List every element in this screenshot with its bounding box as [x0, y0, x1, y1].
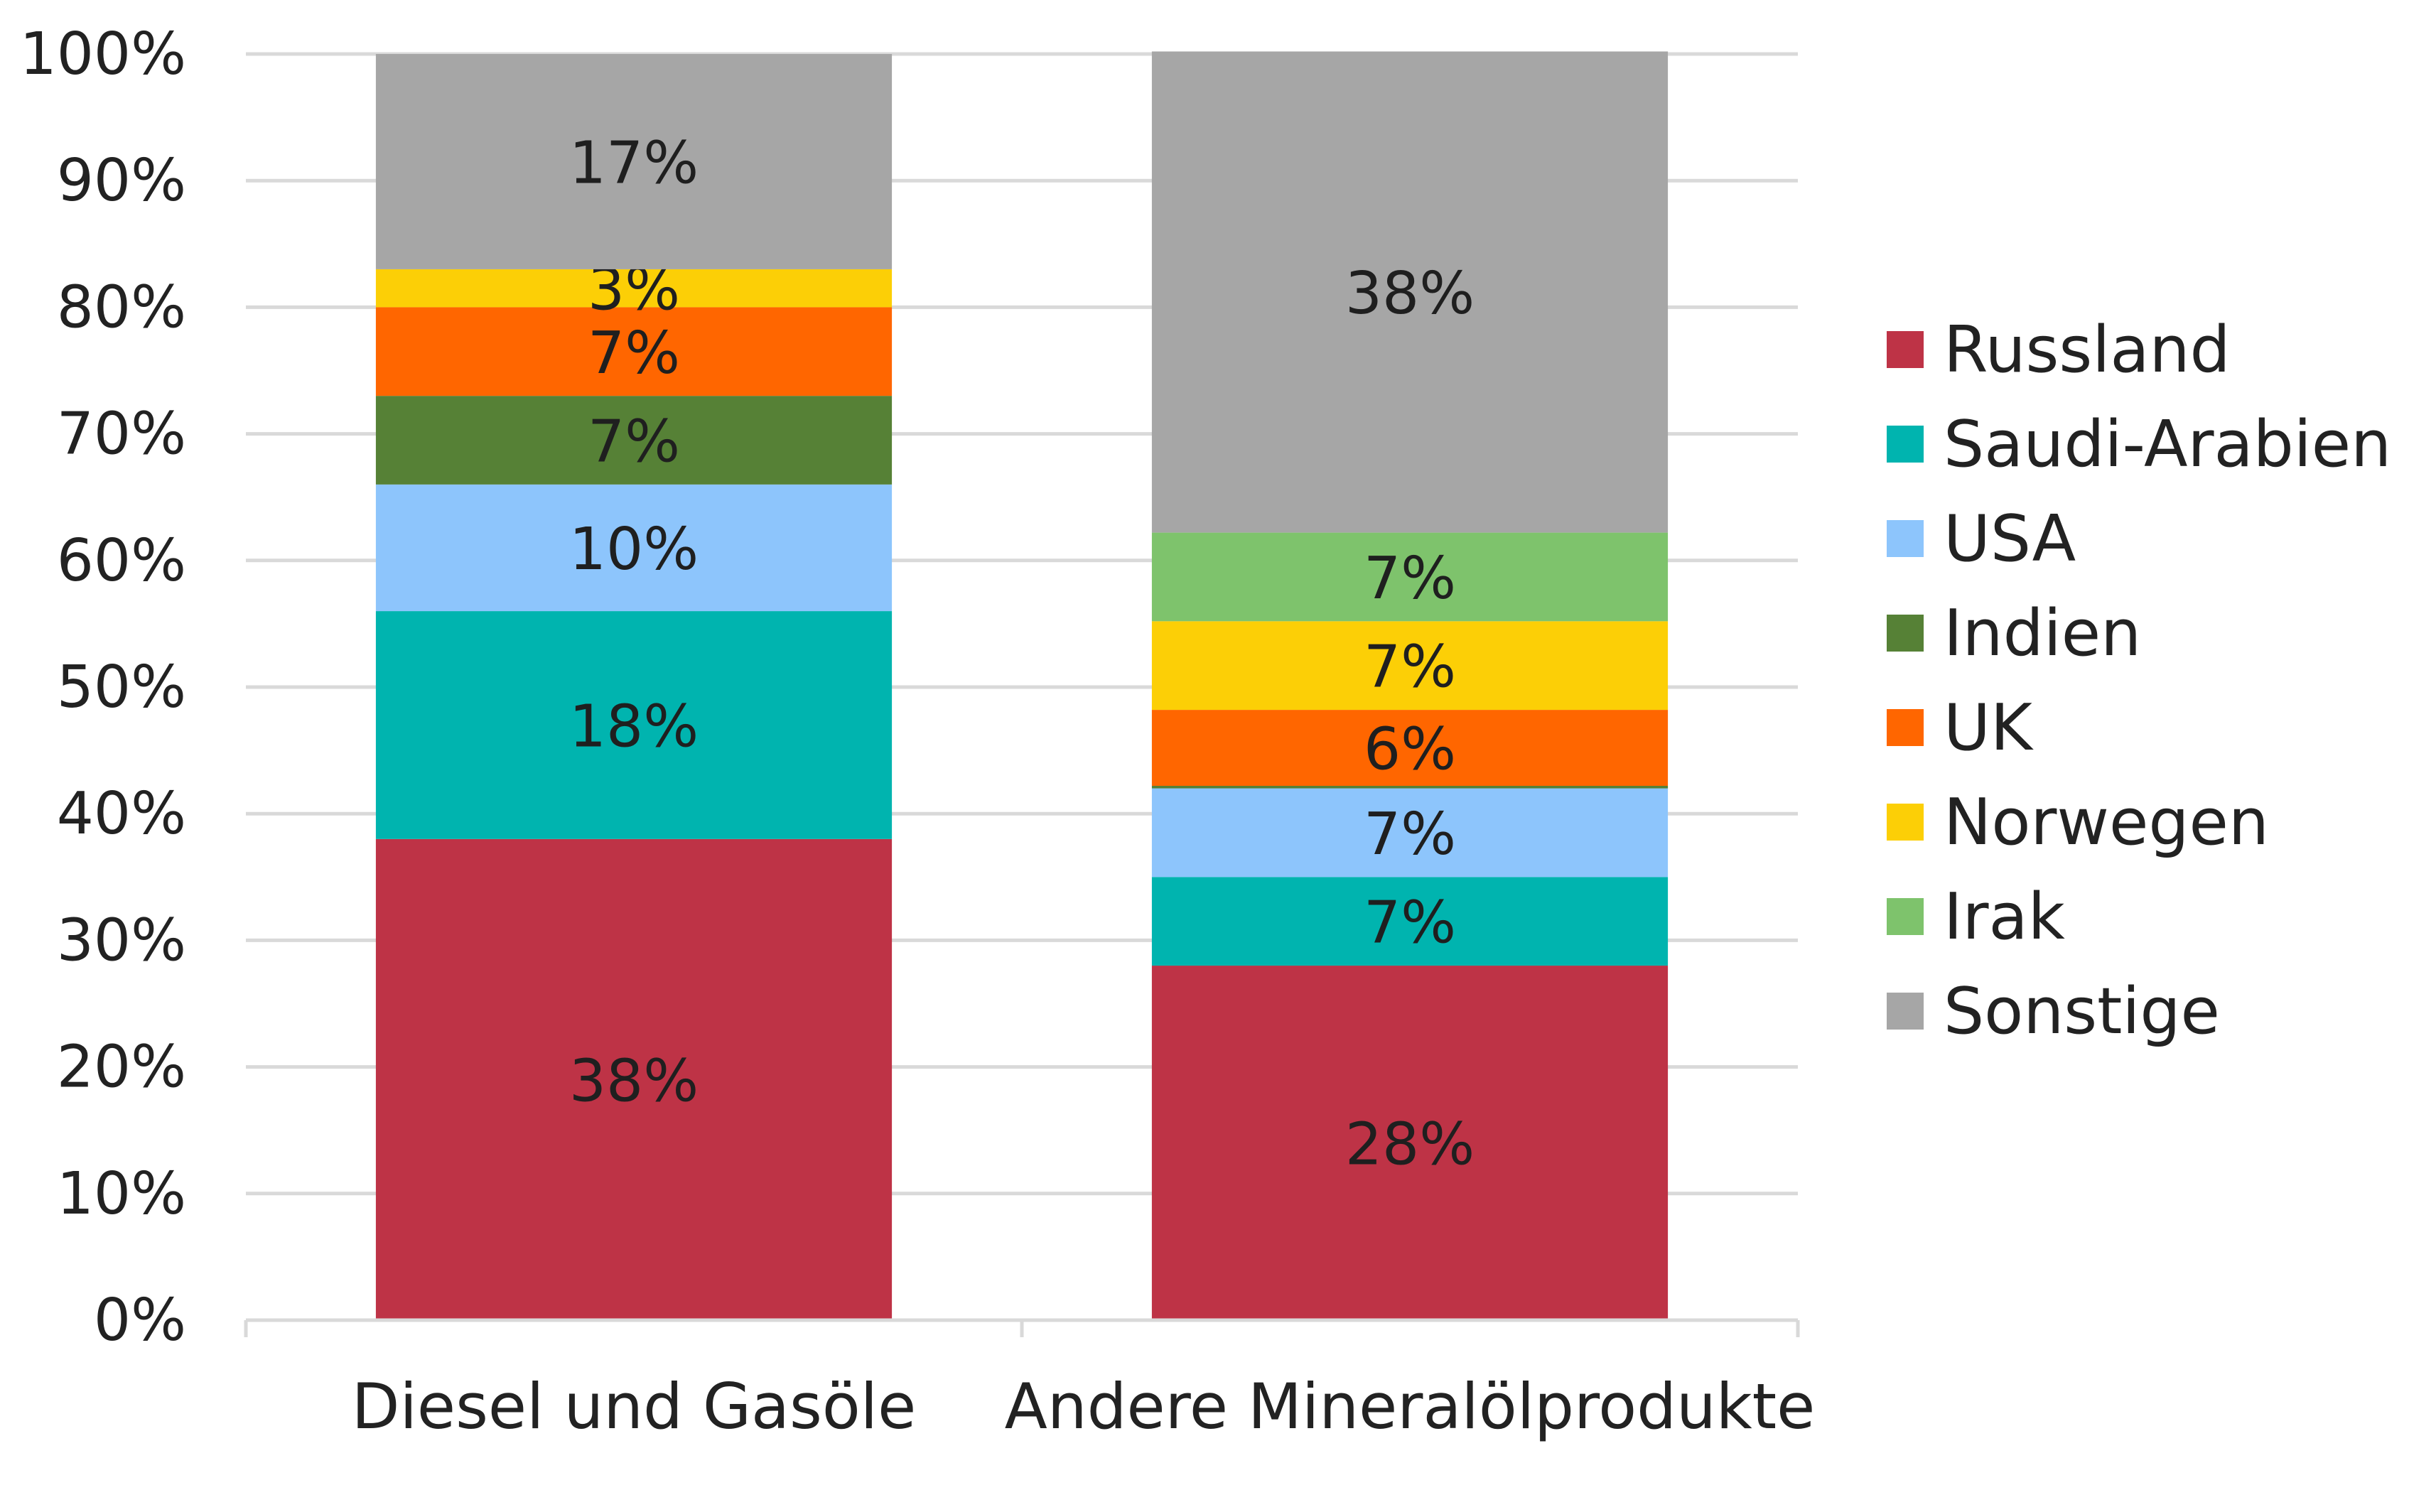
- data-label: 10%: [569, 516, 699, 583]
- data-label: 38%: [569, 1047, 699, 1115]
- axes: 0% 10% 20% 30% 40% 50% 60% 70% 80% 90% 100% Diesel …: [20, 21, 1816, 1443]
- data-label: 6%: [1364, 716, 1456, 784]
- bar-segment: [375, 396, 893, 485]
- legend-label: Irak: [1944, 880, 2065, 954]
- y-tick-label: 70%: [57, 401, 186, 468]
- data-label: 17%: [569, 129, 699, 197]
- bar-segment: [375, 54, 893, 269]
- bar-segment: [375, 838, 893, 1320]
- data-label: 7%: [1364, 801, 1456, 868]
- data-label: 38%: [1345, 260, 1475, 328]
- x-category-label: Andere Mineralölprodukte: [1005, 1370, 1816, 1443]
- bar-segment: [375, 484, 893, 612]
- legend-swatch: [1887, 615, 1924, 652]
- y-tick-label: 40%: [57, 780, 186, 848]
- y-tick-label: 90%: [57, 147, 186, 215]
- legend-label: Norwegen: [1944, 785, 2269, 860]
- y-tick-label: 10%: [57, 1160, 186, 1228]
- bars: 38%18%10%7%7%3%17%28%7%7%6%7%7%38%: [375, 51, 1669, 1320]
- data-label: 28%: [1345, 1111, 1475, 1179]
- bar-segment: [375, 611, 893, 839]
- y-tick-label: 80%: [57, 274, 186, 341]
- bar-segment: [1151, 710, 1669, 786]
- legend-label: UK: [1944, 691, 2034, 765]
- legend-swatch: [1887, 520, 1924, 557]
- legend: Russland Saudi-Arabien USA Indien UK Norwegen…: [1887, 313, 2391, 1049]
- y-tick-label: 30%: [57, 907, 186, 974]
- y-tick-label: 60%: [57, 527, 186, 595]
- legend-label: Saudi-Arabien: [1944, 407, 2391, 482]
- legend-label: Indien: [1944, 596, 2141, 671]
- data-label: 7%: [1364, 634, 1456, 701]
- bar-segment: [375, 269, 893, 308]
- legend-swatch: [1887, 426, 1924, 463]
- y-tick-label: 100%: [20, 21, 186, 88]
- data-label: 7%: [1364, 545, 1456, 612]
- y-tick-label: 0%: [94, 1287, 186, 1354]
- data-label: 7%: [588, 320, 680, 387]
- legend-swatch: [1887, 804, 1924, 841]
- legend-swatch: [1887, 331, 1924, 368]
- legend-label: Russland: [1944, 313, 2231, 387]
- bar-segment: [1151, 532, 1669, 622]
- legend-swatch: [1887, 993, 1924, 1030]
- bar-segment: [1151, 877, 1669, 966]
- bar-segment: [1151, 621, 1669, 711]
- data-label: 18%: [569, 693, 699, 760]
- legend-swatch: [1887, 709, 1924, 746]
- legend-label: USA: [1944, 502, 2076, 576]
- bar-segment: [1151, 785, 1669, 789]
- bar-segment: [375, 307, 893, 396]
- legend-swatch: [1887, 898, 1924, 935]
- data-label: 7%: [588, 409, 680, 476]
- bar-segment: [1151, 51, 1669, 533]
- bar-segment: [1151, 966, 1669, 1320]
- bar-segment: [1151, 788, 1669, 878]
- data-label: 7%: [1364, 890, 1456, 957]
- x-category-label: Diesel und Gasöle: [352, 1370, 917, 1443]
- legend-label: Sonstige: [1944, 974, 2220, 1049]
- y-tick-label: 20%: [57, 1034, 186, 1101]
- y-tick-label: 50%: [57, 654, 186, 721]
